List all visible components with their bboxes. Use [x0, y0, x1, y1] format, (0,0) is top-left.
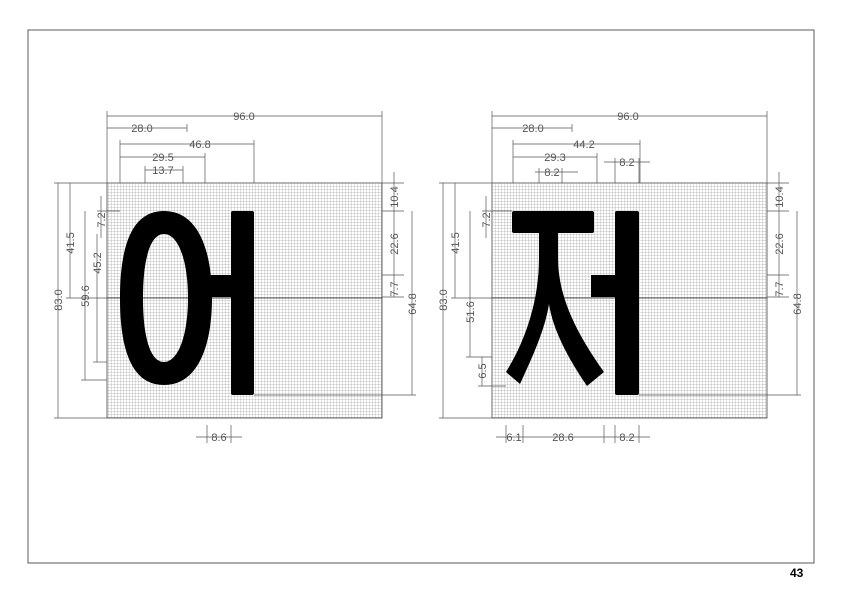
dim-left-d: 45.2 — [92, 252, 104, 273]
dim-left-c: 59.6 — [80, 285, 92, 306]
dim-right-a: 10.4 — [389, 186, 401, 207]
dim-offset-a: 28.0 — [131, 123, 152, 135]
dim-height-total: 83.0 — [438, 289, 450, 310]
dim-offset-c: 29.5 — [152, 152, 173, 164]
dim-bottom-a: 6.1 — [506, 432, 521, 444]
dim-right-d: 64.8 — [407, 293, 419, 314]
dim-left-b: 7.2 — [96, 212, 108, 227]
glyph-jeo — [506, 211, 639, 395]
dim-left-a: 41.5 — [65, 232, 77, 253]
page-number: 43 — [790, 566, 804, 580]
dim-offset-b: 46.8 — [189, 139, 210, 151]
dim-right-d: 64.8 — [792, 293, 804, 314]
dim-right-b: 22.6 — [389, 233, 401, 254]
dim-right-c: 7.7 — [389, 281, 401, 296]
dim-offset-b: 44.2 — [573, 139, 594, 151]
dim-offset-d: 8.2 — [544, 167, 559, 179]
dim-left-b: 7.2 — [481, 212, 493, 227]
dim-right-a: 10.4 — [774, 186, 786, 207]
sheet-border — [27, 29, 815, 564]
dim-offset-d: 13.7 — [152, 165, 173, 177]
dim-right-c: 7.7 — [774, 281, 786, 296]
dim-left-a: 41.5 — [450, 232, 462, 253]
dim-height-total: 83.0 — [53, 289, 65, 310]
dim-offset-c: 29.3 — [544, 152, 565, 164]
dim-right-b: 22.6 — [774, 233, 786, 254]
dim-offset-a: 28.0 — [522, 123, 543, 135]
dimension-annotations: 96.0 28.0 44.2 29.3 8.2 8.2 83.0 — [438, 111, 804, 444]
dim-offset-e: 8.2 — [619, 157, 634, 169]
glyph-panel-jeo: 96.0 28.0 44.2 29.3 8.2 8.2 83.0 — [438, 111, 804, 444]
dimension-annotations: 96.0 28.0 46.8 29.5 13.7 83.0 41.5 — [53, 111, 419, 444]
dim-bottom-c: 8.2 — [619, 432, 634, 444]
dim-bottom-b: 28.6 — [552, 432, 573, 444]
glyph-eo — [120, 211, 254, 395]
dim-bottom-a: 8.6 — [211, 432, 226, 444]
dim-width-total: 96.0 — [233, 111, 254, 123]
dim-left-c: 51.6 — [465, 301, 477, 322]
dim-width-total: 96.0 — [617, 111, 638, 123]
dim-left-d: 6.5 — [477, 363, 489, 378]
glyph-panel-eo: 96.0 28.0 46.8 29.5 13.7 83.0 41.5 — [53, 111, 419, 444]
